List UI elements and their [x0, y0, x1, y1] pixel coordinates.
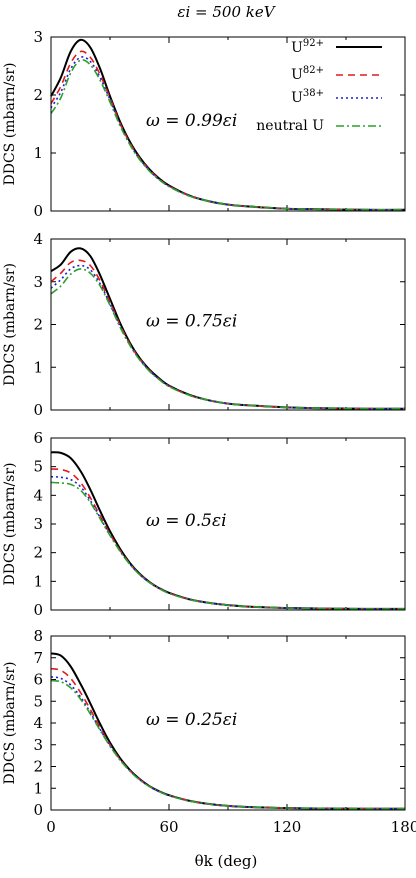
- y-tick-label: 0: [33, 801, 43, 819]
- y-axis-label: DDCS (mbarn/sr): [2, 263, 18, 386]
- y-tick-label: 1: [33, 358, 43, 376]
- legend-label-u38: U38+: [291, 88, 324, 106]
- series-line-u92: [50, 652, 405, 810]
- chart-panel-3: 0 1 2 3 4 5 6 DDCS (mbarn/sr) ω = 0.5εi: [2, 429, 406, 619]
- y-tick-label: 2: [33, 544, 43, 562]
- y-tick-label: 6: [33, 429, 43, 447]
- x-tick-label: 120: [273, 818, 302, 836]
- omega-annotation: ω = 0.75εi: [146, 312, 237, 332]
- y-tick-label: 1: [33, 572, 43, 590]
- series-line-u82: [50, 468, 405, 610]
- series-line-neutral: [50, 481, 405, 610]
- series-line-neutral: [50, 268, 406, 410]
- series-line-u82: [50, 50, 406, 211]
- plot-frame: [50, 635, 406, 811]
- y-tick-label: 3: [33, 28, 43, 46]
- plot-frame: [50, 437, 406, 611]
- x-tick-label: 60: [159, 818, 178, 836]
- omega-annotation: ω = 0.99εi: [146, 111, 237, 131]
- x-axis-label: θk (deg): [195, 852, 258, 870]
- chart-panel-4: 0 1 2 3 4 5 6 7 8 0 60 120 180 DDCS (mbarn/sr) ω = 0.2…: [2, 627, 416, 836]
- y-axis-label: DDCS (mbarn/sr): [2, 62, 18, 185]
- omega-annotation: ω = 0.25εi: [146, 710, 237, 730]
- series-line-u38: [50, 676, 405, 810]
- legend-label-u82: U82+: [291, 65, 324, 83]
- series-line-u82: [50, 667, 405, 810]
- legend: U92+ U82+ U38+ neutral U: [256, 38, 382, 134]
- y-tick-label: 6: [33, 671, 43, 689]
- y-tick-label: 2: [33, 758, 43, 776]
- y-tick-label: 2: [33, 86, 43, 104]
- series-line-u92: [50, 451, 405, 610]
- omega-annotation: ω = 0.5εi: [146, 511, 227, 531]
- y-tick-label: 3: [33, 515, 43, 533]
- y-tick-label: 7: [33, 649, 43, 667]
- figure-title: εi = 500 keV: [177, 3, 276, 21]
- y-tick-label: 0: [33, 601, 43, 619]
- series-line-neutral: [50, 679, 405, 810]
- y-tick-label: 2: [33, 316, 43, 334]
- y-tick-label: 0: [33, 202, 43, 220]
- chart-panel-2: 0 1 2 3 4 DDCS (mbarn/sr) ω = 0.75εi: [2, 230, 406, 419]
- y-tick-label: 1: [33, 144, 43, 162]
- series-line-neutral: [50, 59, 406, 211]
- x-tick-label: 0: [46, 818, 56, 836]
- chart-panels: 0 1 2 3 DDCS (mbarn/sr) ω = 0.99εi U92+ U82+ U38…: [2, 28, 416, 836]
- y-tick-label: 5: [33, 692, 43, 710]
- y-tick-label: 8: [33, 627, 43, 645]
- legend-label-u92: U92+: [291, 38, 324, 56]
- y-tick-label: 4: [33, 486, 43, 504]
- y-axis-label: DDCS (mbarn/sr): [2, 462, 18, 585]
- legend-label-neutral: neutral U: [256, 118, 324, 134]
- y-tick-label: 1: [33, 779, 43, 797]
- y-tick-label: 3: [33, 736, 43, 754]
- y-tick-label: 0: [33, 401, 43, 419]
- plot-frame: [50, 238, 406, 411]
- series-line-u38: [50, 475, 405, 610]
- chart-panel-1: 0 1 2 3 DDCS (mbarn/sr) ω = 0.99εi U92+ U82+ U38…: [2, 28, 406, 220]
- y-tick-label: 5: [33, 458, 43, 476]
- y-tick-label: 4: [33, 714, 43, 732]
- series-line-u92: [50, 38, 406, 211]
- y-tick-label: 3: [33, 273, 43, 291]
- y-axis-label: DDCS (mbarn/sr): [2, 661, 18, 784]
- y-tick-label: 4: [33, 230, 43, 248]
- x-tick-label: 180: [391, 818, 416, 836]
- plot-frame: [50, 36, 406, 212]
